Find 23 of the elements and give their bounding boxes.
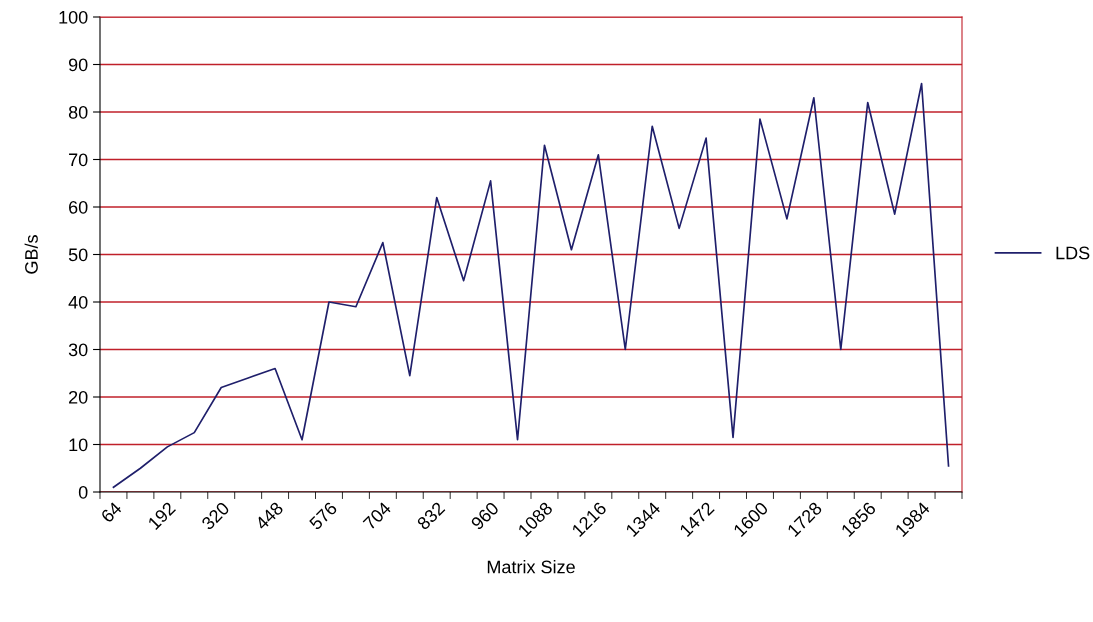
x-tick-label: 832	[416, 501, 446, 531]
y-axis-title: GB/s	[24, 235, 38, 274]
y-tick-label: 0	[78, 485, 88, 499]
x-tick-label: 576	[308, 501, 338, 531]
y-tick-label: 40	[68, 295, 88, 309]
y-tick-label: 20	[69, 390, 88, 404]
y-tick-label: 10	[69, 438, 88, 452]
y-tick-label: 30	[68, 343, 88, 357]
y-tick-label: 50	[68, 248, 88, 262]
x-tick-label: 64	[100, 501, 123, 524]
y-tick-label: 60	[69, 200, 88, 214]
legend-label: LDS	[1056, 246, 1090, 260]
y-tick-label: 90	[68, 58, 88, 72]
x-axis-title: Matrix Size	[487, 560, 575, 574]
y-tick-label: 70	[69, 153, 88, 167]
x-tick-label: 960	[470, 501, 500, 531]
line-series	[112, 82, 950, 489]
y-tick-label: 80	[68, 105, 88, 119]
x-tick-label: 448	[254, 501, 284, 531]
x-tick-label: 320	[200, 501, 231, 531]
x-tick-label: 192	[147, 501, 177, 531]
y-tick-label: 100	[59, 10, 88, 24]
x-tick-label: 704	[362, 501, 392, 531]
